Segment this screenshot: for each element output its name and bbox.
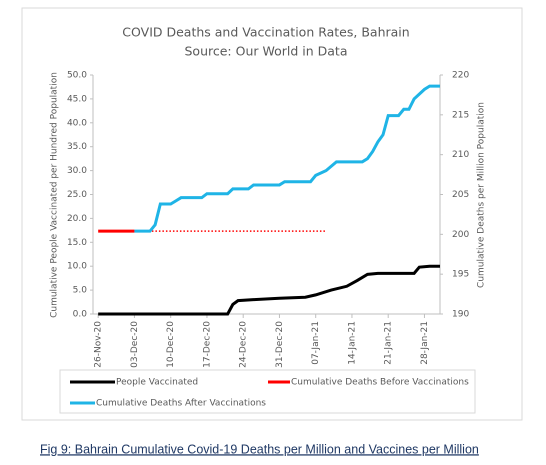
y-tick-label: 25.0 — [67, 190, 87, 200]
y-tick-label: 40.0 — [67, 118, 87, 128]
y-tick-label: 0.0 — [73, 310, 88, 320]
series-line — [134, 84, 440, 233]
legend-label: Cumulative Deaths Before Vaccinations — [291, 378, 469, 388]
y2-axis-title: Cumulative Deaths per Million Population — [477, 102, 487, 288]
x-tick-label: 26-Nov-20 — [94, 321, 104, 368]
y2-tick-label: 210 — [452, 150, 469, 160]
x-tick-label: 14-Jan-21 — [347, 321, 357, 365]
y2-tick-label: 190 — [452, 310, 469, 320]
x-tick-label: 21-Jan-21 — [384, 321, 394, 365]
x-tick-label: 24-Dec-20 — [239, 321, 249, 368]
y2-tick-label: 205 — [452, 190, 469, 200]
y2-tick-label: 200 — [452, 230, 469, 240]
y-tick-label: 35.0 — [67, 142, 87, 152]
caption: Fig 9: Bahrain Cumulative Covid-19 Death… — [40, 442, 479, 456]
y-tick-label: 10.0 — [67, 262, 87, 272]
chart-subtitle: Source: Our World in Data — [184, 44, 347, 59]
x-tick-label: 03-Dec-20 — [130, 321, 140, 368]
legend-frame — [59, 369, 476, 414]
y-tick-label: 15.0 — [67, 238, 87, 248]
chart-frame — [21, 7, 523, 421]
series-line — [98, 264, 440, 316]
y-tick-label: 50.0 — [67, 71, 87, 81]
x-tick-label: 10-Dec-20 — [166, 321, 176, 368]
y-axis-title: Cumulative People Vaccinated per Hundred… — [50, 72, 60, 318]
x-tick-label: 31-Dec-20 — [275, 321, 285, 368]
legend-label: Cumulative Deaths After Vaccinations — [96, 399, 266, 409]
x-tick-label: 17-Dec-20 — [202, 321, 212, 368]
y2-tick-label: 195 — [452, 270, 469, 280]
y-tick-label: 45.0 — [67, 94, 87, 104]
x-tick-label: 07-Jan-21 — [311, 321, 321, 365]
y-tick-label: 20.0 — [67, 214, 87, 224]
y-tick-label: 30.0 — [67, 166, 87, 176]
y2-tick-label: 215 — [452, 110, 469, 120]
x-tick-label: 28-Jan-21 — [420, 321, 430, 365]
chart-title: COVID Deaths and Vaccination Rates, Bahr… — [122, 25, 409, 40]
legend-label: People Vaccinated — [116, 378, 198, 388]
y-tick-label: 5.0 — [73, 286, 88, 296]
y2-tick-label: 220 — [452, 71, 469, 81]
